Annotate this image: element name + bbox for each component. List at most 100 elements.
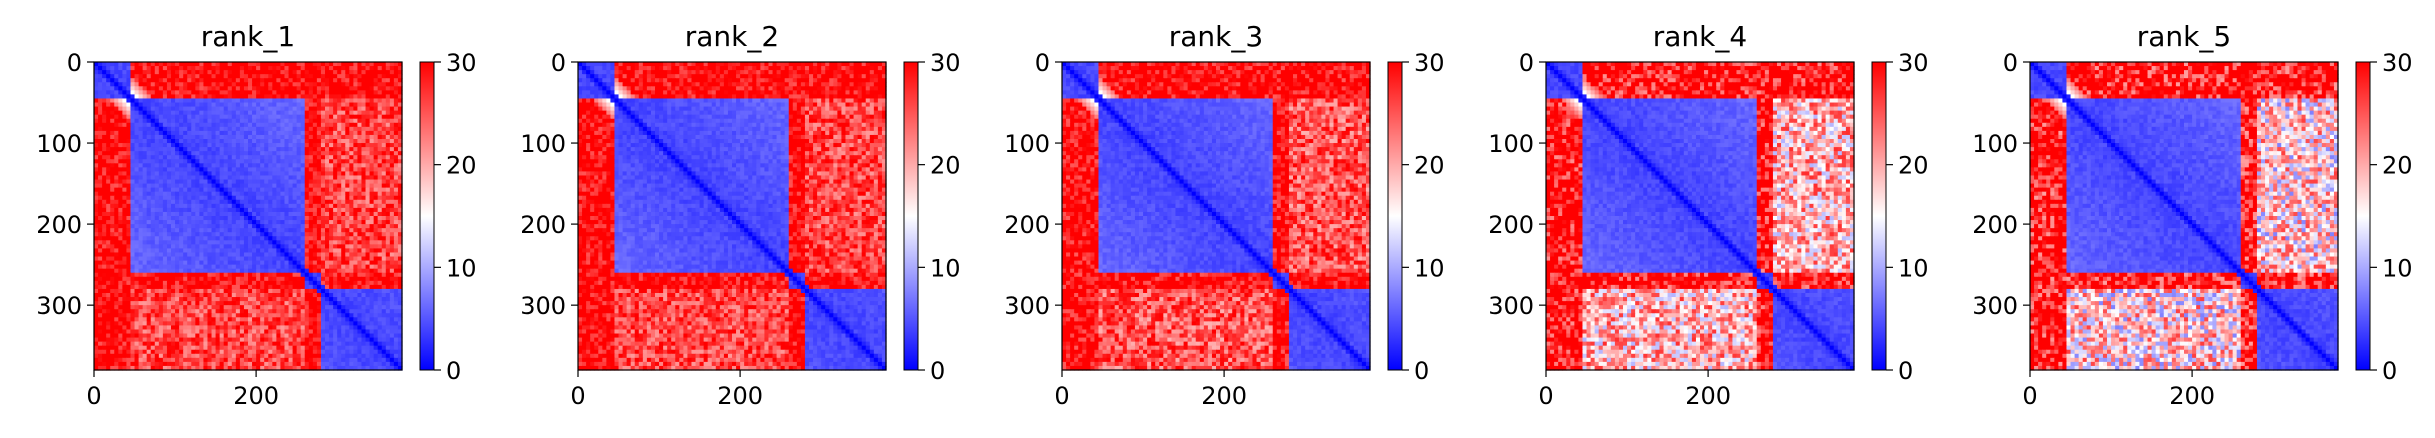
- heatmap-cell: [232, 289, 237, 294]
- heatmap-cell: [301, 208, 306, 213]
- heatmap-cell: [130, 285, 135, 290]
- heatmap-cell: [248, 78, 253, 83]
- heatmap-cell: [212, 200, 217, 205]
- heatmap-cell: [139, 78, 144, 83]
- heatmap-cell: [341, 208, 346, 213]
- heatmap-cell: [224, 167, 229, 172]
- heatmap-cell: [179, 305, 184, 310]
- heatmap-cell: [353, 305, 358, 310]
- heatmap-cell: [317, 269, 322, 274]
- heatmap-cell: [345, 188, 350, 193]
- heatmap-cell: [313, 78, 318, 83]
- heatmap-cell: [171, 82, 176, 87]
- heatmap-cell: [110, 257, 115, 262]
- heatmap-cell: [289, 305, 294, 310]
- heatmap-cell: [220, 224, 225, 229]
- heatmap-cell: [345, 220, 350, 225]
- heatmap-cell: [361, 277, 366, 282]
- heatmap-cell: [98, 313, 103, 318]
- heatmap-cell: [256, 94, 261, 99]
- heatmap-cell: [264, 123, 269, 128]
- heatmap-cell: [187, 159, 192, 164]
- heatmap-cell: [382, 74, 387, 79]
- heatmap-cell: [357, 184, 362, 189]
- heatmap-cell: [361, 115, 366, 120]
- heatmap-cell: [301, 309, 306, 314]
- heatmap-cell: [171, 74, 176, 79]
- heatmap-cell: [305, 232, 310, 237]
- heatmap-cell: [191, 111, 196, 116]
- heatmap-cell: [374, 228, 379, 233]
- heatmap-cell: [228, 309, 233, 314]
- heatmap-cell: [280, 212, 285, 217]
- heatmap-cell: [297, 257, 302, 262]
- heatmap-cell: [293, 273, 298, 278]
- heatmap-cell: [195, 224, 200, 229]
- heatmap-cell: [94, 257, 99, 262]
- heatmap-cell: [114, 196, 119, 201]
- heatmap-cell: [199, 232, 204, 237]
- heatmap-cell: [256, 135, 261, 140]
- heatmap-cell: [195, 82, 200, 87]
- heatmap-cell: [280, 135, 285, 140]
- heatmap-cell: [337, 163, 342, 168]
- heatmap-cell: [382, 321, 387, 326]
- heatmap-cell: [232, 236, 237, 241]
- heatmap-cell: [163, 224, 168, 229]
- heatmap-cell: [386, 252, 391, 257]
- heatmap-cell: [268, 155, 273, 160]
- heatmap-cell: [179, 135, 184, 140]
- heatmap-cell: [114, 208, 119, 213]
- heatmap-cell: [228, 66, 233, 71]
- heatmap-cell: [130, 265, 135, 270]
- heatmap-cell: [143, 216, 148, 221]
- heatmap-cell: [228, 155, 233, 160]
- heatmap-cell: [216, 175, 221, 180]
- heatmap-cell: [139, 297, 144, 302]
- heatmap-cell: [293, 163, 298, 168]
- heatmap-cell: [382, 248, 387, 253]
- heatmap-cell: [118, 151, 123, 156]
- heatmap-cell: [309, 244, 314, 249]
- heatmap-cell: [203, 232, 208, 237]
- heatmap-cell: [244, 188, 249, 193]
- heatmap-cell: [224, 208, 229, 213]
- heatmap-cell: [135, 131, 140, 136]
- heatmap-cell: [151, 309, 156, 314]
- heatmap-cell: [276, 224, 281, 229]
- heatmap-cell: [187, 167, 192, 172]
- heatmap-cell: [349, 236, 354, 241]
- heatmap-cell: [130, 163, 135, 168]
- heatmap-cell: [163, 273, 168, 278]
- heatmap-cell: [191, 301, 196, 306]
- heatmap-cell: [345, 86, 350, 91]
- heatmap-cell: [118, 269, 123, 274]
- heatmap-cell: [110, 70, 115, 75]
- heatmap-cell: [345, 155, 350, 160]
- heatmap-cell: [224, 151, 229, 156]
- heatmap-cell: [224, 297, 229, 302]
- heatmap-cell: [130, 175, 135, 180]
- heatmap-cell: [366, 188, 371, 193]
- heatmap-cell: [357, 321, 362, 326]
- heatmap-cell: [276, 175, 281, 180]
- heatmap-cell: [248, 163, 253, 168]
- heatmap-cell: [228, 90, 233, 95]
- heatmap-cell: [325, 200, 330, 205]
- heatmap-cell: [333, 285, 338, 290]
- heatmap-cell: [163, 313, 168, 318]
- heatmap-cell: [284, 123, 289, 128]
- heatmap-cell: [284, 301, 289, 306]
- heatmap-cell: [167, 119, 172, 124]
- heatmap-cell: [297, 74, 302, 79]
- heatmap-cell: [280, 78, 285, 83]
- heatmap-cell: [321, 135, 326, 140]
- heatmap-cell: [260, 127, 265, 132]
- heatmap-cell: [386, 261, 391, 266]
- heatmap-cell: [309, 261, 314, 266]
- heatmap-cell: [353, 313, 358, 318]
- heatmap-cell: [175, 70, 180, 75]
- heatmap-cell: [216, 325, 221, 330]
- heatmap-cell: [345, 273, 350, 278]
- heatmap-cell: [135, 135, 140, 140]
